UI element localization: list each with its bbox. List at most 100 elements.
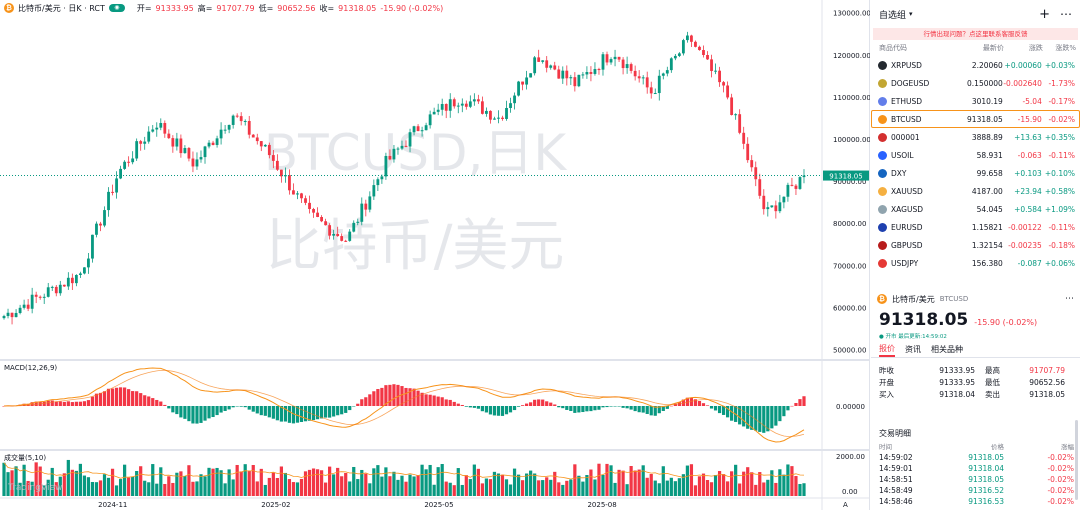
candle-body — [706, 55, 709, 60]
watchlist-row[interactable]: ETHUSD 3010.19 -5.04 -0.17% — [871, 92, 1080, 110]
row-percent: +0.10% — [1044, 168, 1075, 178]
candle-body — [774, 205, 778, 212]
volume-bar — [734, 464, 738, 496]
watchlist-row[interactable]: DOGEUSD 0.150000 -0.002640 -1.73% — [871, 74, 1080, 92]
watchlist-row[interactable]: DXY 99.658 +0.103 +0.10% — [871, 164, 1080, 182]
row-last: 4187.00 — [971, 186, 1003, 196]
candle-body — [456, 105, 460, 107]
candle-body — [316, 212, 319, 217]
more-icon[interactable]: ⋯ — [1065, 294, 1074, 304]
volume-bar — [14, 466, 18, 496]
candle-body — [58, 284, 62, 294]
price-tick-label: 100000.00 — [833, 136, 870, 144]
symbol-icon — [878, 114, 887, 124]
more-icon[interactable]: ⋯ — [1060, 7, 1072, 21]
watchlist-row[interactable]: XRPUSD 2.20060 +0.00060 +0.03% — [871, 56, 1080, 74]
chevron-down-icon[interactable]: ▾ — [909, 10, 913, 18]
volume-bar — [561, 484, 565, 496]
candle-body — [505, 107, 508, 119]
candle-body — [175, 138, 179, 147]
row-change: +0.584 — [1014, 204, 1042, 214]
volume-bar — [641, 465, 645, 496]
legend-symbol[interactable]: 比特币/美元 · 日K · RCT — [18, 3, 105, 13]
macd-bar — [291, 406, 296, 424]
watchlist-row[interactable]: XAUUSD 4187.00 +23.94 +0.58% — [871, 182, 1080, 200]
visibility-toggle-icon[interactable]: ◉ — [108, 4, 125, 12]
candle-body — [605, 54, 609, 63]
legend-low: 90652.56 — [277, 3, 316, 13]
volume-bar — [259, 468, 263, 496]
candle-body — [66, 277, 70, 287]
add-symbol-button[interactable]: + — [1039, 6, 1050, 22]
macd-bar — [492, 406, 497, 416]
price-axis[interactable]: 130000.00 120000.00 110000.00 100000.00 9000… — [833, 10, 870, 355]
macd-bar — [42, 401, 46, 406]
volume-bar — [605, 463, 609, 496]
candle-body — [553, 65, 557, 70]
price-tick-label: 120000.00 — [833, 52, 870, 60]
time-axis[interactable]: 2024-11 2025-02 2025-05 2025-08 — [98, 501, 617, 509]
macd-bar — [110, 388, 115, 406]
candle-body — [62, 284, 66, 287]
candle-body — [159, 122, 163, 128]
row-change: -15.90 — [1017, 114, 1042, 124]
chart-area[interactable]: ₿ 比特币/美元 · 日K · RCT ◉ 开= 91333.95 高= 91707… — [0, 0, 870, 510]
macd-bar — [191, 406, 195, 424]
volume-bar — [480, 483, 484, 496]
symbol-detail: ₿ 比特币/美元 BTCUSD ⋯ 91318.05 -15.90 (-0.02… — [871, 288, 1080, 400]
macd-bar — [163, 404, 167, 406]
volume-bar — [456, 468, 460, 496]
right-panel: 自选组 ▾ + ⋯ 行情出现问题？点这里联系客服反馈 商品代码 最新价 涨跌 涨… — [871, 0, 1080, 510]
row-percent: -0.11% — [1048, 222, 1075, 232]
volume-bar — [82, 475, 87, 496]
candle-body — [420, 130, 424, 132]
volume-bar — [625, 484, 629, 496]
auto-scale-button[interactable]: A — [843, 501, 848, 509]
candle-body — [308, 202, 311, 210]
watchlist-title[interactable]: 自选组 — [879, 10, 907, 21]
candle-body — [300, 193, 303, 199]
macd-bar — [500, 406, 505, 416]
macd-bar — [726, 406, 730, 418]
row-last: 1.15821 — [971, 222, 1003, 232]
feedback-notice[interactable]: 行情出现问题？点这里联系客服反馈 — [873, 28, 1078, 40]
volume-bar — [255, 481, 259, 496]
watchlist-row[interactable]: USDJPY 156.380 -0.087 +0.06% — [871, 254, 1080, 272]
watchlist-row[interactable]: BTCUSD 91318.05 -15.90 -0.02% — [871, 110, 1080, 128]
tab-related[interactable]: 相关品种 — [931, 345, 963, 354]
volume-bar — [106, 477, 111, 496]
tab-quote[interactable]: 报价 — [879, 343, 895, 357]
watchlist-row[interactable]: EURUSD 1.15821 -0.00122 -0.11% — [871, 218, 1080, 236]
macd-bar — [344, 406, 348, 413]
candle-body — [247, 120, 251, 135]
watchlist-row[interactable]: GBPUSD 1.32154 -0.00235 -0.18% — [871, 236, 1080, 254]
symbol-icon — [878, 186, 887, 196]
row-last: 0.150000 — [967, 78, 1003, 88]
row-percent: -0.18% — [1048, 240, 1075, 250]
volume-bar — [420, 464, 424, 496]
symbol-icon — [878, 222, 887, 232]
detail-price: 91318.05 — [879, 310, 969, 330]
macd-bar — [625, 406, 629, 409]
row-change: +23.94 — [1014, 186, 1042, 196]
market-status: ● 开市 最后更新:14:59:02 — [879, 334, 947, 340]
tab-news[interactable]: 资讯 — [905, 345, 921, 354]
macd-bar — [758, 406, 762, 432]
candle-body — [778, 202, 782, 212]
volume-bottom-label: 0.00 — [842, 488, 858, 496]
candle-body — [657, 75, 661, 94]
candle-body — [501, 117, 504, 119]
candle-body — [448, 99, 452, 111]
time-tick-label: 2025-05 — [424, 501, 453, 509]
watchlist-row[interactable]: XAGUSD 54.045 +0.584 +1.09% — [871, 200, 1080, 218]
candle-body — [275, 160, 279, 170]
chart-canvas[interactable]: BTCUSD,日K 比特币/美元 130000.00 120000.00 11000… — [0, 0, 870, 510]
watchlist-row[interactable]: USOIL 58.931 -0.063 -0.11% — [871, 146, 1080, 164]
volume-bar — [94, 482, 99, 496]
scrollbar[interactable] — [1075, 420, 1078, 500]
watchlist-row[interactable]: 000001 3888.89 +13.63 +0.35% — [871, 128, 1080, 146]
volume-bar — [26, 480, 30, 496]
candle-body — [673, 55, 677, 59]
macd-bar — [147, 396, 151, 406]
candle-body — [143, 141, 147, 144]
